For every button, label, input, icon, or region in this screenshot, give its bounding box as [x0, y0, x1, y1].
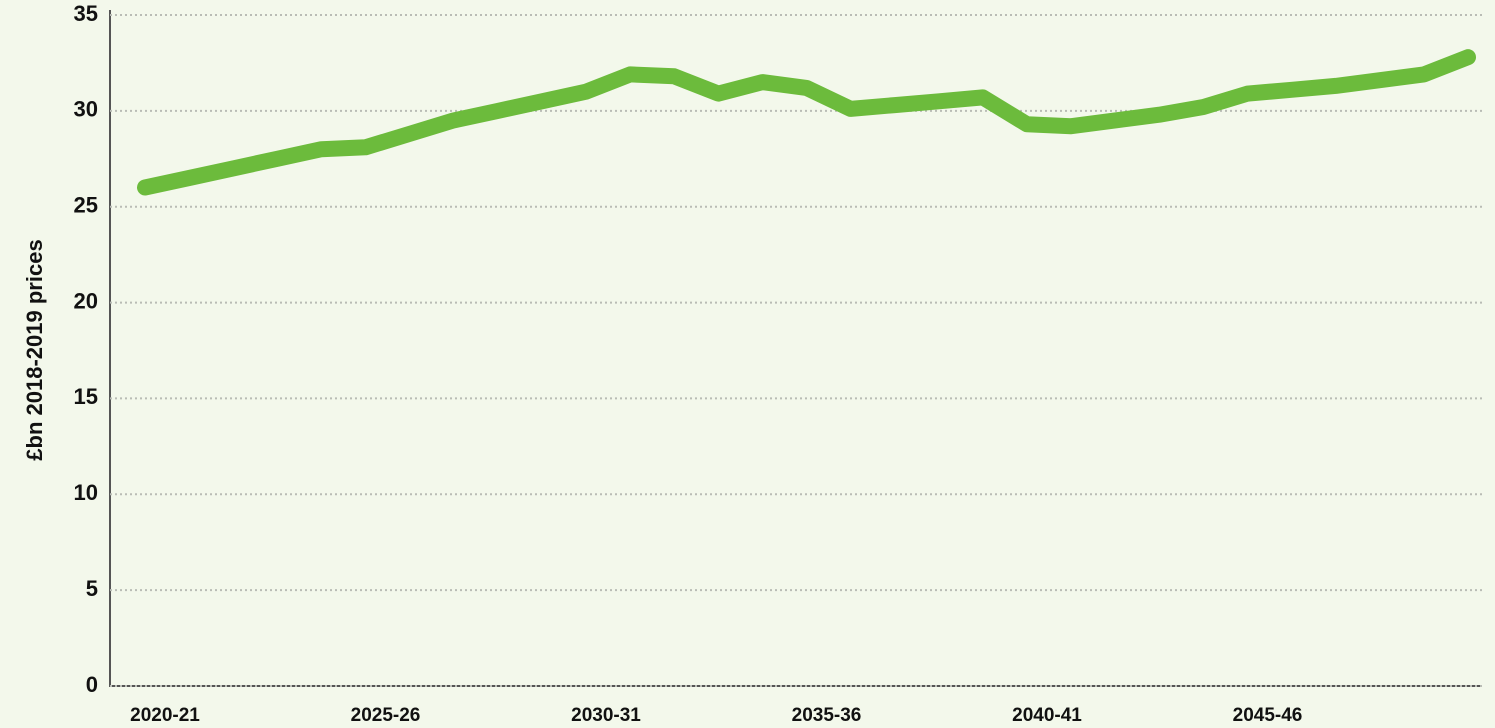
y-tick-label: 20 — [74, 288, 98, 313]
data-line — [137, 49, 1476, 196]
y-tick-label: 5 — [86, 576, 98, 601]
x-tick-label: 2030-31 — [571, 705, 641, 726]
y-tick-label: 35 — [74, 1, 98, 26]
y-tick-label: 25 — [74, 193, 98, 218]
y-tick-label: 10 — [74, 480, 98, 505]
x-tick-label: 2045-46 — [1233, 705, 1303, 726]
x-tick-label: 2035-36 — [792, 705, 862, 726]
y-axis-label: £bn 2018-2019 prices — [22, 239, 47, 460]
y-tick-label: 0 — [86, 672, 98, 697]
x-tick-label: 2020-21 — [130, 705, 200, 726]
x-tick-label: 2040-41 — [1012, 705, 1082, 726]
y-tick-label: 15 — [74, 384, 98, 409]
y-tick-label: 30 — [74, 97, 98, 122]
x-tick-label: 2025-26 — [351, 705, 421, 726]
